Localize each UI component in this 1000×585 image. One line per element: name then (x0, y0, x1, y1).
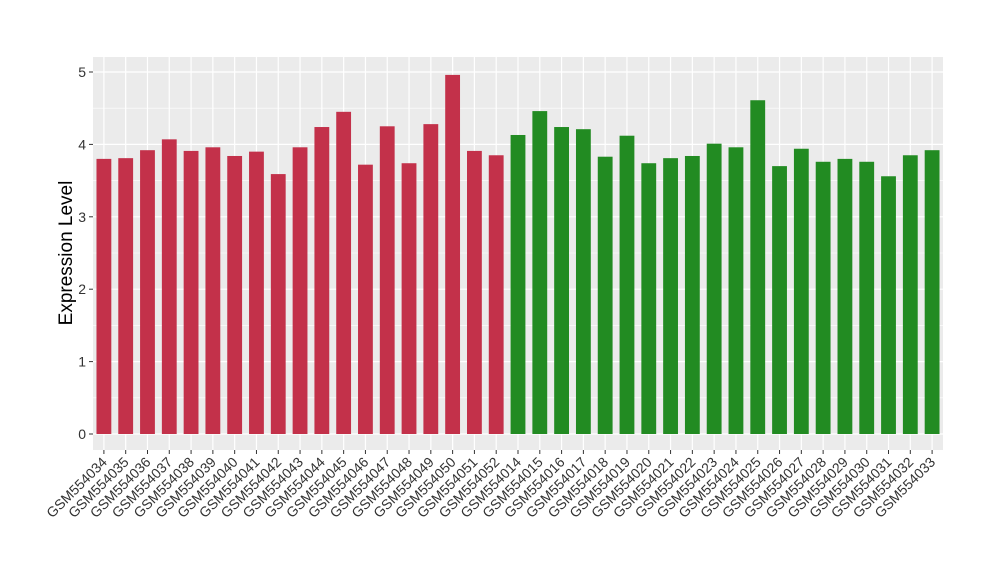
bar-GSM554025 (750, 100, 766, 435)
bar-GSM554030 (859, 161, 875, 434)
bar-GSM554045 (336, 111, 352, 434)
bar-GSM554047 (379, 126, 395, 435)
bar-GSM554017 (575, 129, 591, 435)
y-tick-label: 1 (78, 354, 86, 370)
bar-GSM554037 (161, 139, 177, 434)
bar-GSM554028 (815, 161, 831, 434)
y-tick-label: 2 (78, 281, 86, 297)
y-tick-label: 0 (78, 426, 86, 442)
bar-GSM554036 (140, 150, 155, 434)
bar-GSM554020 (641, 163, 657, 434)
y-tick-label: 3 (78, 209, 86, 225)
bar-GSM554052 (488, 155, 504, 434)
bar-GSM554042 (270, 174, 286, 435)
bar-GSM554038 (183, 150, 199, 434)
bar-GSM554046 (358, 164, 373, 434)
bar-GSM554029 (837, 158, 853, 434)
bar-GSM554014 (510, 134, 526, 434)
y-axis: 0 1 2 3 4 5 (78, 64, 93, 442)
bar-GSM554032 (902, 155, 918, 434)
bar-GSM554048 (401, 163, 417, 434)
bar-GSM554023 (706, 143, 722, 434)
bar-GSM554040 (227, 155, 243, 434)
bar-GSM554034 (96, 158, 112, 434)
y-axis-label: Expression Level (56, 181, 77, 326)
bar-GSM554049 (423, 124, 439, 435)
x-axis: GSM554034GSM554035GSM554036GSM554037GSM5… (43, 450, 938, 521)
bar-GSM554031 (881, 176, 896, 435)
bar-GSM554015 (532, 111, 548, 434)
bar-GSM554027 (793, 148, 809, 434)
bar-GSM554024 (728, 147, 744, 434)
bar-GSM554050 (445, 74, 461, 434)
bar-GSM554026 (772, 166, 787, 434)
bar-GSM554035 (118, 158, 134, 434)
bar-GSM554044 (314, 127, 330, 435)
bar-GSM554041 (249, 151, 264, 434)
bar-GSM554016 (554, 127, 569, 435)
bar-GSM554043 (292, 147, 308, 434)
bar-GSM554039 (205, 147, 221, 434)
bar-GSM554033 (924, 150, 940, 434)
y-tick-label: 5 (78, 64, 86, 80)
bars (96, 74, 940, 435)
bar-GSM554018 (597, 156, 613, 434)
y-tick-label: 4 (78, 136, 86, 152)
bar-GSM554019 (619, 135, 635, 434)
bar-GSM554051 (467, 150, 482, 434)
bar-GSM554022 (684, 155, 700, 434)
bar-GSM554021 (663, 158, 678, 434)
